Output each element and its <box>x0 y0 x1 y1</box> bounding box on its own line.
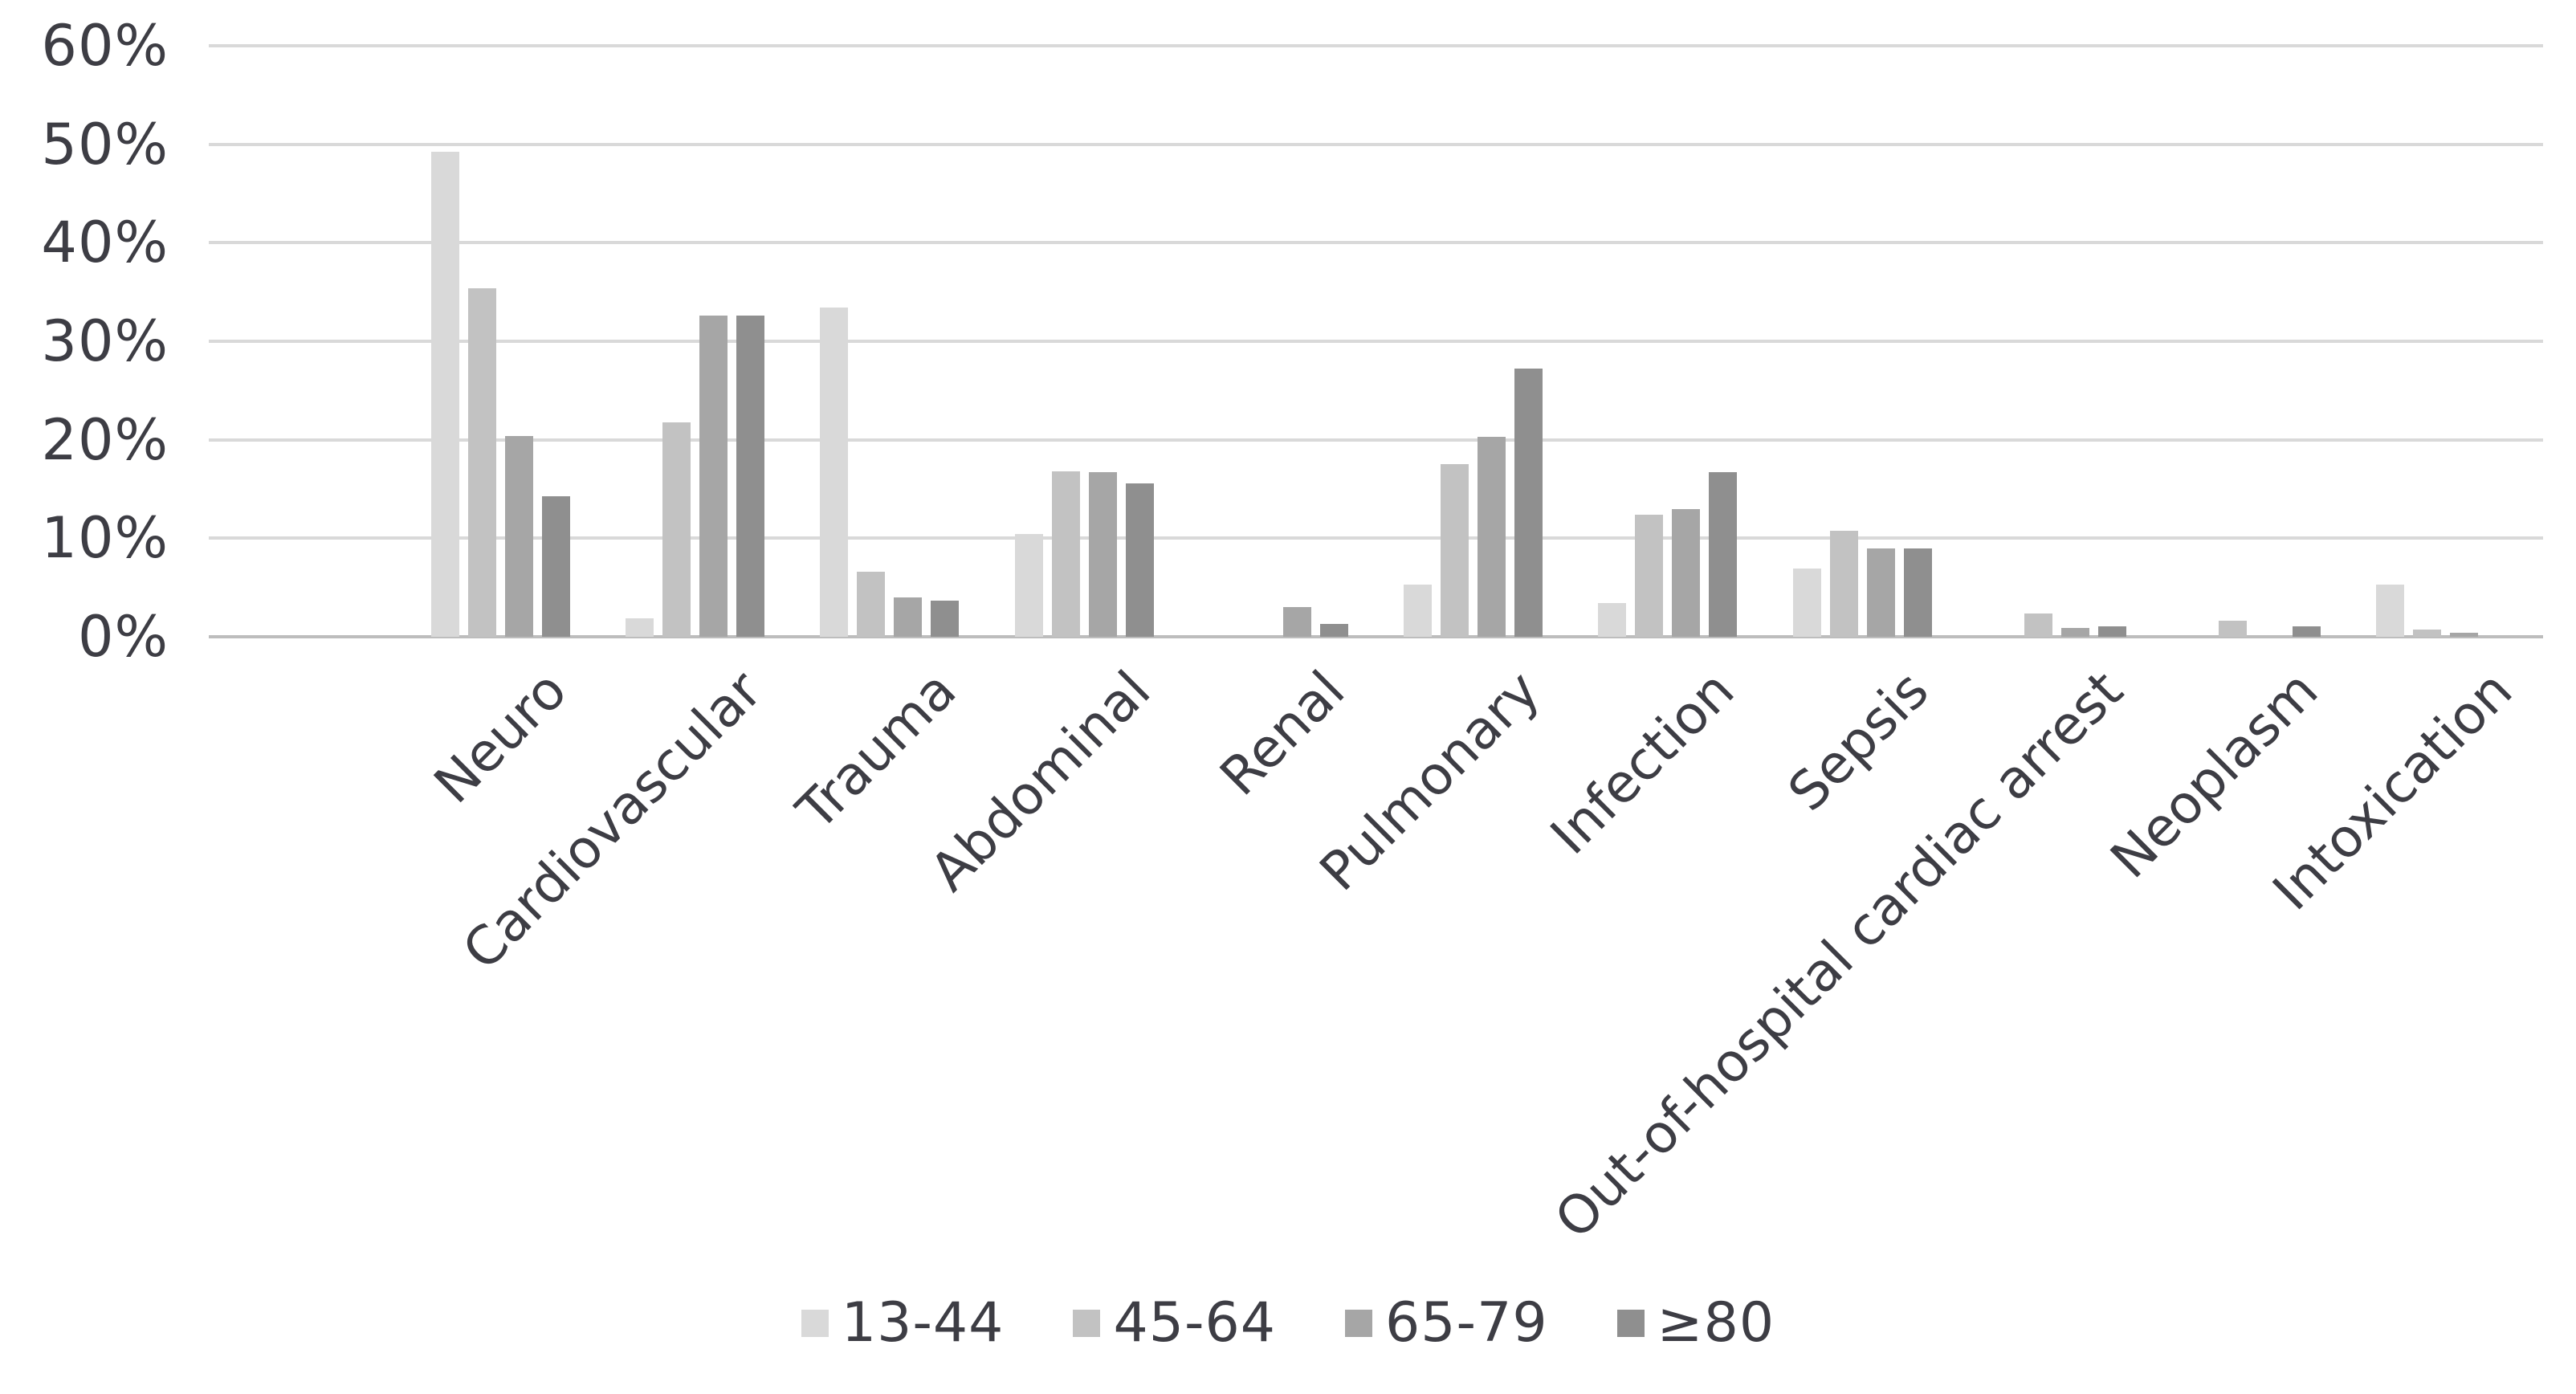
gridline <box>209 142 2543 146</box>
bar <box>2413 630 2442 637</box>
bar <box>1051 471 1080 637</box>
bar <box>2097 626 2126 637</box>
bar <box>430 152 459 637</box>
bar <box>1514 369 1543 637</box>
y-axis-tick-label: 20% <box>41 406 169 473</box>
y-axis-tick-label: 40% <box>41 210 169 276</box>
bar <box>1829 530 1858 637</box>
gridline <box>209 340 2543 343</box>
bar-group <box>403 46 597 637</box>
bar <box>1319 624 1348 637</box>
bar-group <box>1376 46 1571 637</box>
bar <box>1792 569 1821 637</box>
bar-group <box>987 46 1181 637</box>
gridline <box>209 44 2543 47</box>
bar <box>2376 585 2405 637</box>
empty-category-slot <box>209 46 403 637</box>
legend-swatch-icon <box>801 1310 829 1337</box>
legend-label: 65-79 <box>1385 1291 1548 1355</box>
bar <box>662 422 691 637</box>
gridline <box>209 438 2543 442</box>
legend-item: 45-64 <box>1073 1296 1276 1351</box>
legend-item: 65-79 <box>1345 1296 1548 1351</box>
bar <box>857 572 886 637</box>
bar-group <box>793 46 987 637</box>
bar <box>2450 633 2479 637</box>
bar <box>1635 514 1664 637</box>
bar <box>1282 607 1311 637</box>
bar <box>1014 534 1043 637</box>
bar <box>1404 585 1433 637</box>
bar-group <box>1765 46 1959 637</box>
legend: 13-44 45-64 65-79 ≥80 <box>0 1283 2576 1363</box>
bar <box>1478 437 1506 637</box>
legend-label: 45-64 <box>1113 1291 1277 1355</box>
bar-group <box>1181 46 1376 637</box>
bar <box>1598 603 1627 637</box>
plot-area <box>209 44 2543 638</box>
bar <box>736 316 765 637</box>
bar <box>467 287 496 637</box>
bar-groups <box>209 46 2543 637</box>
bar <box>894 597 923 637</box>
bar <box>504 435 533 637</box>
bar-group <box>598 46 793 637</box>
y-axis-tick-label: 30% <box>41 308 169 374</box>
gridline <box>209 536 2543 540</box>
bar <box>1709 472 1738 637</box>
y-axis-tick-label: 0% <box>77 604 169 670</box>
bar <box>1088 472 1117 637</box>
y-axis-tick-label: 10% <box>41 505 169 572</box>
legend-swatch-icon <box>1345 1310 1373 1337</box>
legend-label: 13-44 <box>841 1291 1005 1355</box>
bar <box>1866 548 1895 637</box>
legend-item: ≥80 <box>1616 1291 1775 1355</box>
bar <box>931 600 960 637</box>
bar <box>1903 548 1932 637</box>
gridline <box>209 241 2543 245</box>
bar <box>1125 483 1154 637</box>
bar <box>541 495 570 637</box>
x-axis-line <box>209 635 2543 638</box>
legend-label: ≥80 <box>1657 1291 1775 1355</box>
bar <box>1441 464 1469 637</box>
bar <box>2024 613 2052 637</box>
legend-item: 13-44 <box>801 1296 1005 1351</box>
y-axis-tick-label: 60% <box>41 13 169 79</box>
y-axis-tick-label: 50% <box>41 111 169 177</box>
legend-swatch-icon <box>1616 1310 1645 1337</box>
bar <box>820 308 849 637</box>
bar <box>626 618 654 637</box>
legend-swatch-icon <box>1073 1310 1101 1337</box>
bar <box>1672 508 1701 637</box>
bar-group <box>1959 46 2154 637</box>
bar <box>2293 626 2321 637</box>
bar-group <box>1571 46 1765 637</box>
bar <box>2219 621 2248 637</box>
bar-group <box>2349 46 2543 637</box>
bar-group <box>2154 46 2349 637</box>
bar <box>2060 627 2089 637</box>
bar <box>699 316 728 637</box>
